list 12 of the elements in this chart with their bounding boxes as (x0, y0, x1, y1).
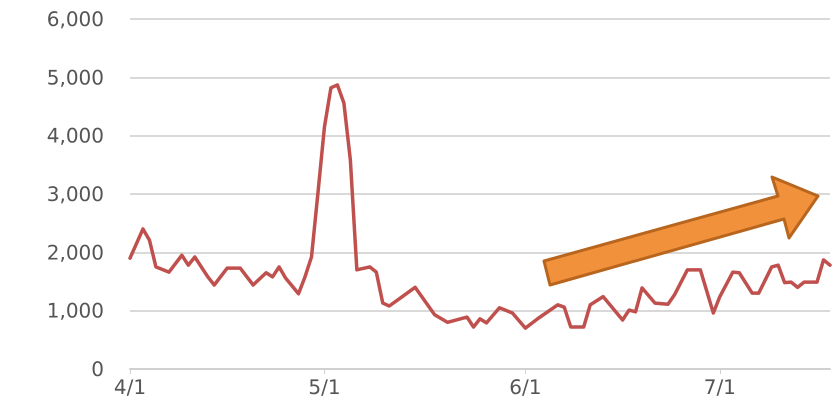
line-series (128, 83, 832, 330)
y-tick-label: 2,000 (46, 240, 104, 264)
x-tick-label: 5/1 (308, 375, 341, 399)
y-tick-label: 1,000 (46, 298, 104, 323)
y-tick-label: 6,000 (46, 7, 104, 31)
x-tick-label: 6/1 (509, 375, 542, 399)
y-tick-label: 4,000 (46, 124, 104, 148)
x-tick-label: 4/1 (114, 375, 146, 399)
x-tick-label: 7/1 (704, 375, 736, 399)
y-tick-label: 3,000 (46, 182, 104, 206)
y-tick-label: 0 (91, 357, 104, 381)
y-tick-label: 5,000 (46, 65, 104, 90)
